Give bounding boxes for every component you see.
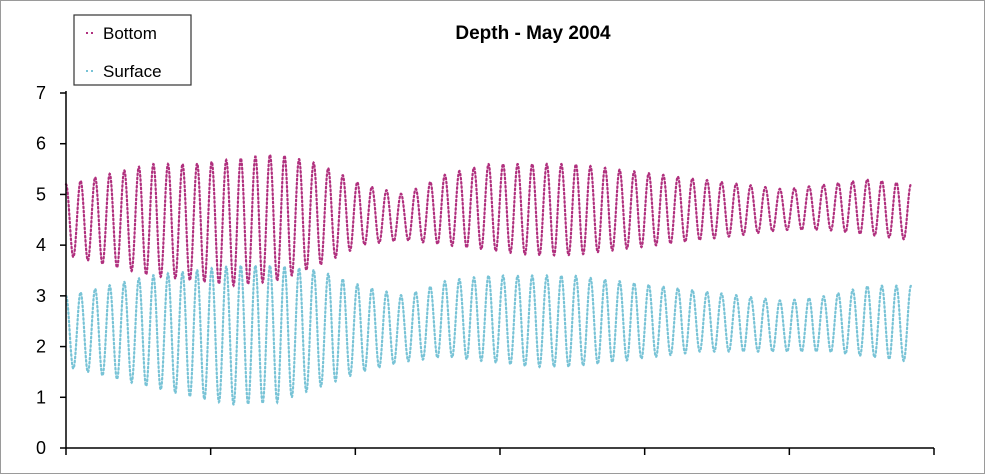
legend-box (73, 14, 192, 86)
y-tick-label: 0 (36, 438, 46, 458)
y-tick-label: 5 (36, 184, 46, 204)
series-line-bottom (64, 152, 913, 288)
series-line-surface (64, 263, 913, 407)
legend: Bottom Surface (73, 14, 192, 86)
y-tick-label: 3 (36, 286, 46, 306)
legend-label-bottom: Bottom (103, 24, 157, 43)
y-tick-label: 2 (36, 337, 46, 357)
legend-label-surface: Surface (103, 62, 162, 81)
axes-layer (60, 91, 935, 455)
series-layer (64, 152, 913, 407)
tick-labels-layer: 0 1 2 3 4 5 6 7 (36, 83, 46, 458)
y-tick-label: 4 (36, 235, 46, 255)
y-tick-label: 6 (36, 134, 46, 154)
y-tick-label: 1 (36, 387, 46, 407)
y-tick-label: 7 (36, 83, 46, 103)
chart-title: Depth - May 2004 (455, 23, 611, 44)
